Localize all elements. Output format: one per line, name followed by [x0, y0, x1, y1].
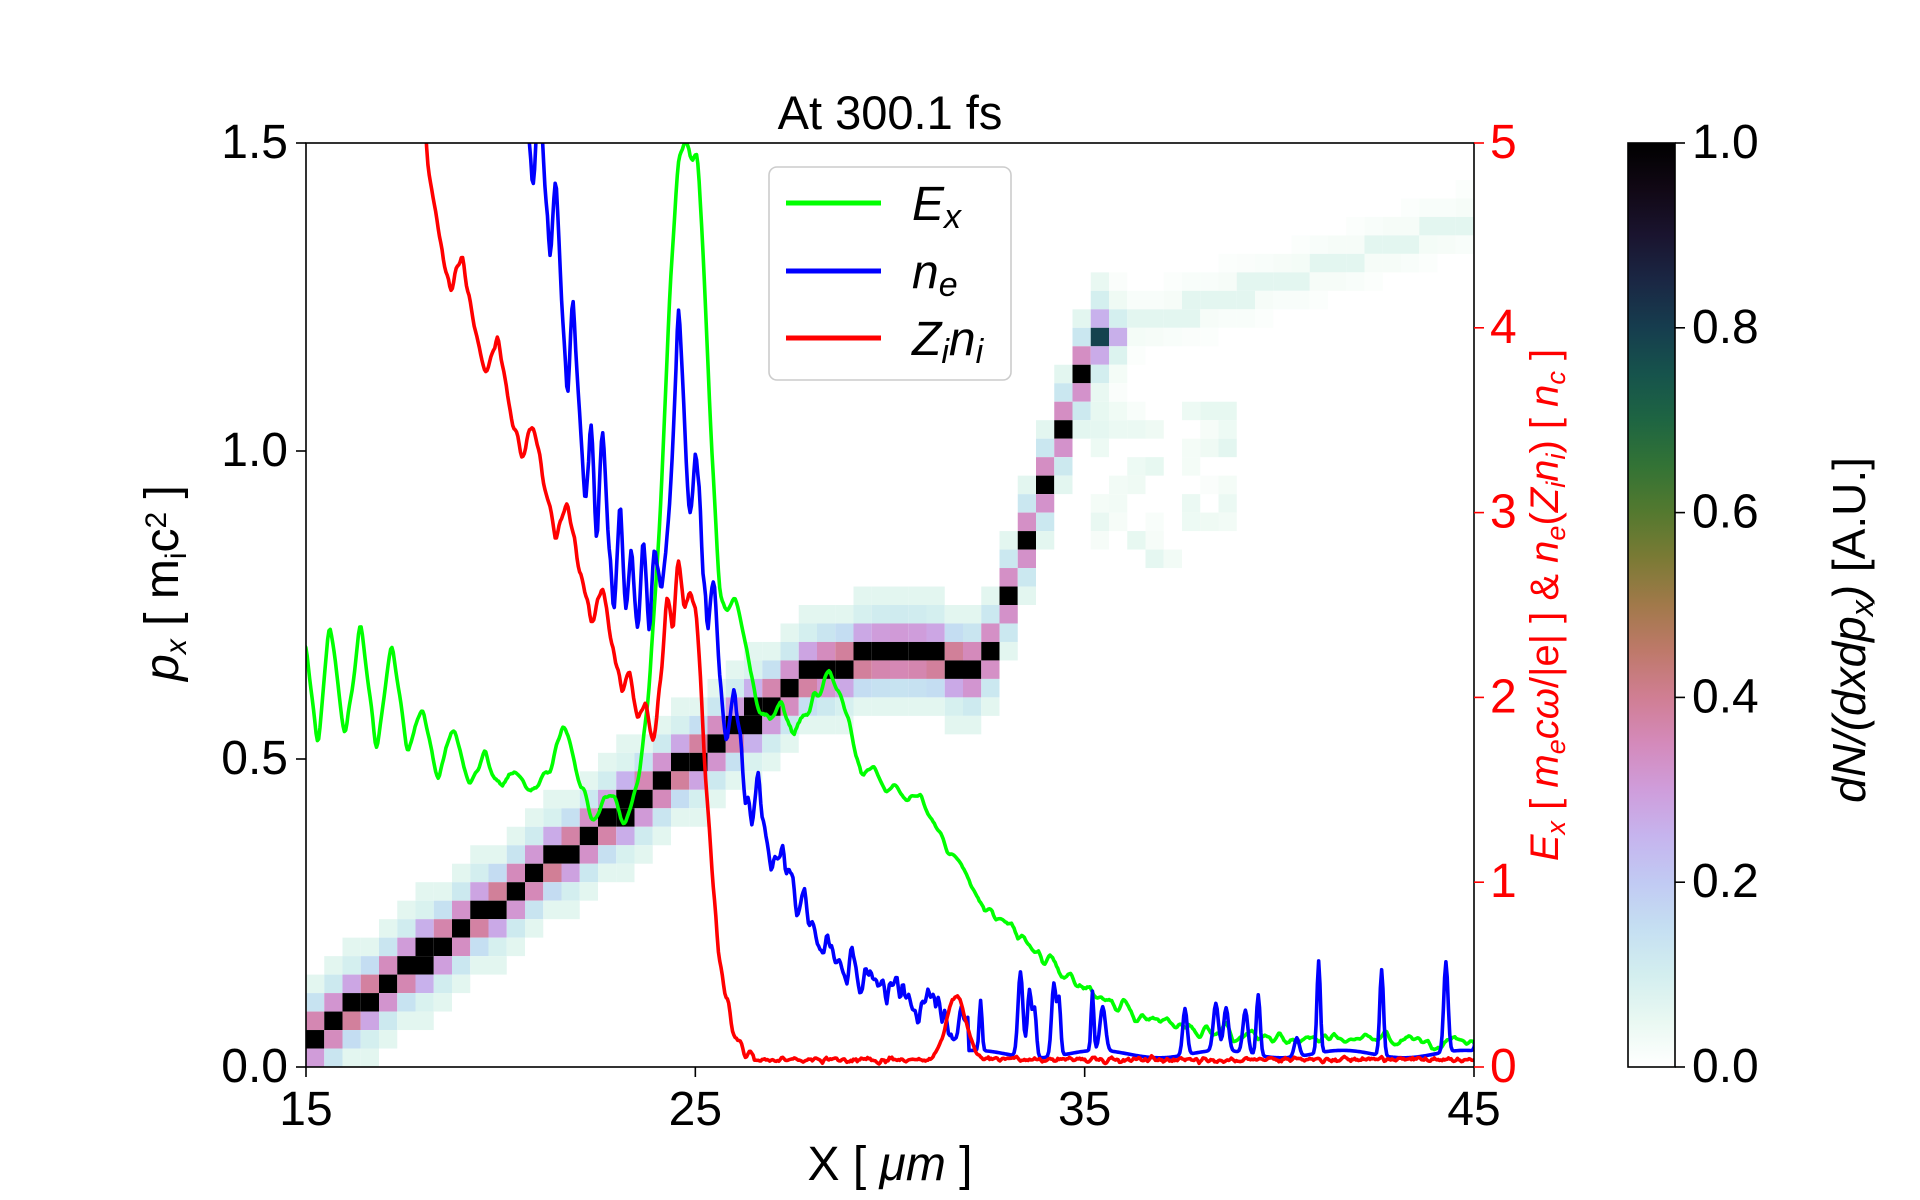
svg-text:At 300.1 fs: At 300.1 fs [778, 86, 1003, 139]
svg-text:2: 2 [1490, 670, 1517, 723]
svg-text:dN/(dxdpx) [A.U.]: dN/(dxdpx) [A.U.] [1823, 457, 1880, 803]
svg-text:0.2: 0.2 [1692, 855, 1759, 908]
svg-text:25: 25 [669, 1083, 722, 1136]
svg-text:1.0: 1.0 [221, 424, 288, 477]
svg-text:Ex [ mecω/|e| ] & ne(Zini): Ex [ mecω/|e| ] & ne(Zini) [ nc ] [1523, 349, 1571, 861]
svg-text:4: 4 [1490, 301, 1517, 354]
svg-text:35: 35 [1058, 1083, 1111, 1136]
svg-text:0.6: 0.6 [1692, 486, 1759, 539]
svg-text:1.5: 1.5 [221, 116, 288, 169]
svg-text:3: 3 [1490, 486, 1517, 539]
svg-text:0: 0 [1490, 1040, 1517, 1093]
svg-text:X [ μm ]: X [ μm ] [808, 1138, 973, 1191]
svg-text:0.8: 0.8 [1692, 301, 1759, 354]
svg-text:1: 1 [1490, 855, 1517, 908]
svg-text:15: 15 [279, 1083, 332, 1136]
svg-text:1.0: 1.0 [1692, 116, 1759, 169]
svg-text:0.4: 0.4 [1692, 670, 1759, 723]
svg-text:0.5: 0.5 [221, 732, 288, 785]
svg-text:5: 5 [1490, 116, 1517, 169]
svg-text:0.0: 0.0 [221, 1040, 288, 1093]
svg-text:0.0: 0.0 [1692, 1040, 1759, 1093]
